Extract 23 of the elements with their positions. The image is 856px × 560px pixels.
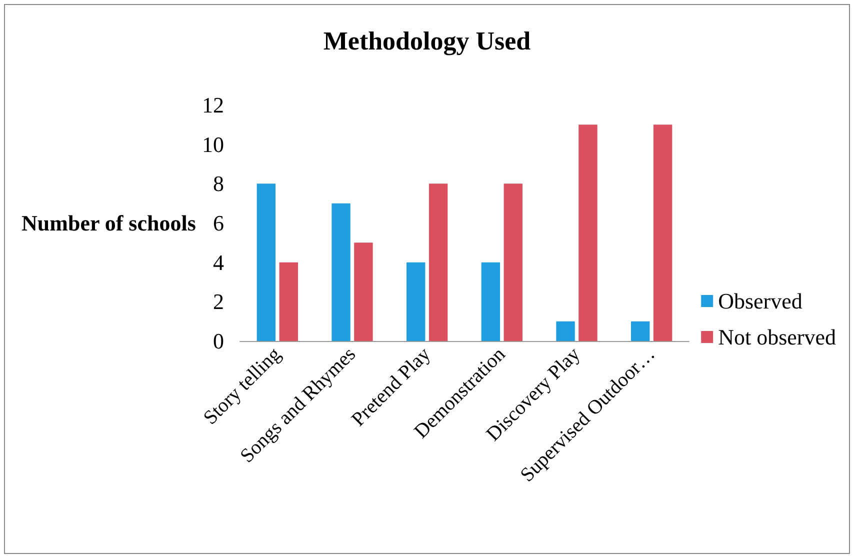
bar xyxy=(428,184,448,341)
y-axis-title: Number of schools xyxy=(22,210,196,236)
y-tick-label: 0 xyxy=(213,328,224,354)
bar xyxy=(578,124,598,341)
bar xyxy=(504,184,522,341)
bar xyxy=(279,262,298,341)
y-tick-label: 8 xyxy=(213,171,224,196)
legend-label: Observed xyxy=(718,288,802,314)
bar xyxy=(631,321,650,341)
legend-label: Not observed xyxy=(718,324,836,350)
chart-title: Methodology Used xyxy=(323,26,532,56)
y-tick-label: 10 xyxy=(202,132,224,157)
bar xyxy=(556,321,575,341)
bar xyxy=(332,203,350,341)
y-tick-label: 6 xyxy=(213,210,224,236)
bar xyxy=(256,184,276,341)
y-tick-label: 2 xyxy=(213,289,224,314)
bar xyxy=(354,242,373,341)
y-tick-label: 4 xyxy=(213,250,224,275)
bar xyxy=(406,262,426,341)
bar xyxy=(481,262,500,341)
y-tick-label: 12 xyxy=(202,92,224,118)
bar xyxy=(653,124,672,341)
